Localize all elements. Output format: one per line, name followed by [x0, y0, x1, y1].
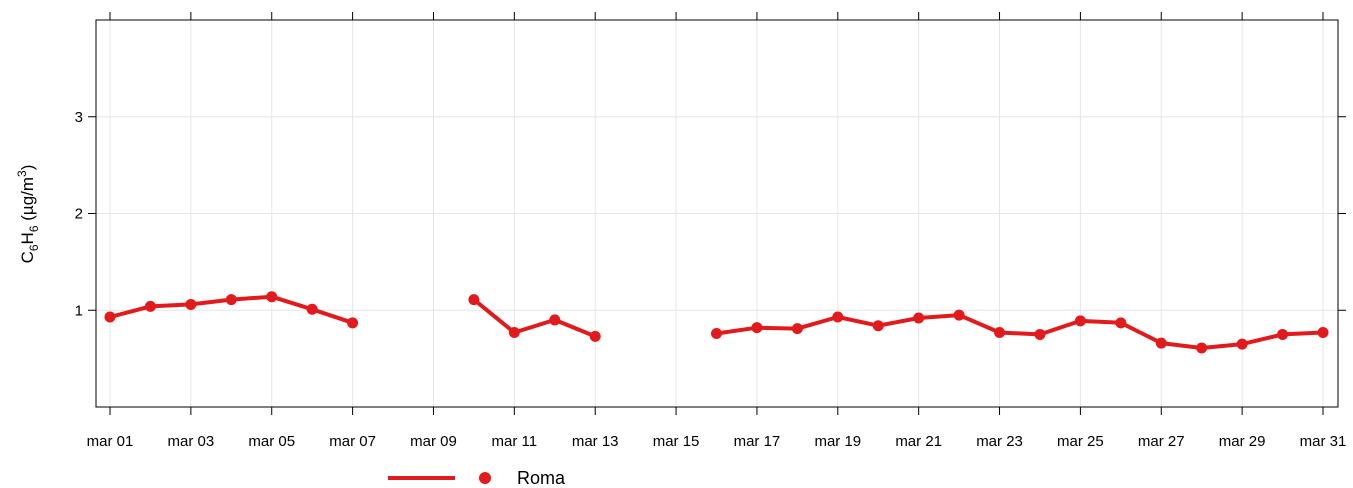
data-point [185, 298, 197, 310]
data-point [1074, 315, 1086, 327]
x-tick-label: mar 29 [1219, 433, 1266, 450]
data-point [225, 294, 237, 306]
data-point [1277, 328, 1289, 340]
data-point [589, 330, 601, 342]
data-point [266, 291, 278, 303]
y-axis-title-sub1: 6 [27, 244, 41, 251]
x-axis: mar 01 mar 03 mar 05 mar 07 mar 09 mar 11 mar … [87, 12, 1347, 450]
x-tick-label: mar 15 [653, 433, 700, 450]
grid [96, 20, 1338, 407]
data-point [1236, 338, 1248, 350]
x-tick-label: mar 19 [814, 433, 861, 450]
x-tick-label: mar 09 [410, 433, 457, 450]
data-point [751, 322, 763, 334]
data-point [468, 294, 480, 306]
y-axis-title-close: ) [18, 165, 37, 171]
data-point [306, 303, 318, 315]
x-tick-label: mar 07 [329, 433, 376, 450]
y-axis-title-h: H [18, 232, 37, 244]
y-axis-title-unit: (µg/m [18, 177, 37, 226]
y-axis-title: C6H6 (µg/m3) [15, 165, 41, 264]
data-point [104, 311, 116, 323]
x-tick-label: mar 17 [734, 433, 781, 450]
data-point [1115, 317, 1127, 329]
y-axis: 1 2 3 [75, 109, 1346, 319]
y-axis-title-sup: 3 [15, 170, 29, 177]
data-point [953, 309, 965, 321]
series-line-roma [714, 313, 1325, 350]
data-point [711, 327, 722, 339]
x-tick-label: mar 05 [248, 433, 295, 450]
x-tick-label: mar 31 [1300, 433, 1347, 450]
data-point [832, 311, 844, 323]
data-point [508, 327, 520, 339]
y-tick-label: 1 [75, 302, 83, 319]
data-point [347, 317, 359, 329]
series-line-roma [471, 297, 598, 339]
legend: Roma [388, 468, 566, 488]
x-tick-label: mar 11 [492, 433, 538, 450]
data-point [144, 300, 156, 312]
x-tick-label: mar 25 [1057, 433, 1104, 450]
x-tick-label: mar 27 [1138, 433, 1185, 450]
data-point [1155, 337, 1167, 349]
y-tick-label: 2 [75, 206, 83, 223]
data-point [994, 327, 1006, 339]
data-point [1034, 328, 1046, 340]
x-tick-label: mar 01 [87, 433, 134, 450]
x-tick-label: mar 13 [572, 433, 619, 450]
data-point [791, 323, 803, 335]
series-layer [104, 291, 1329, 354]
legend-marker [479, 472, 491, 484]
y-axis-title-sub2: 6 [27, 225, 41, 232]
data-point [1317, 327, 1329, 339]
y-axis-title-c: C [18, 251, 37, 263]
x-tick-label: mar 23 [976, 433, 1023, 450]
data-point [1196, 342, 1208, 354]
y-tick-label: 3 [75, 109, 83, 126]
legend-label-roma: Roma [517, 468, 566, 488]
data-point [872, 320, 884, 332]
x-tick-label: mar 21 [895, 433, 942, 450]
data-point [549, 314, 561, 326]
data-point [913, 312, 925, 324]
x-tick-label: mar 03 [168, 433, 215, 450]
